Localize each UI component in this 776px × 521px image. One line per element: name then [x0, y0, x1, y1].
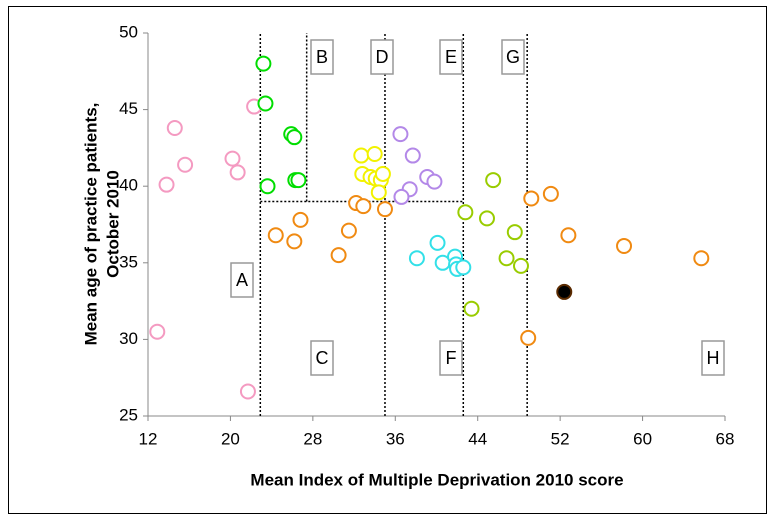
point [224, 150, 241, 167]
region-box [439, 39, 463, 75]
y-tick-label: 35 [119, 252, 138, 271]
frame [8, 6, 767, 514]
point [330, 247, 347, 264]
y-tick-label: 30 [119, 329, 138, 348]
point [355, 198, 372, 215]
point [166, 119, 183, 136]
x-tick-label: 36 [386, 429, 405, 448]
point [542, 185, 559, 202]
point [429, 234, 446, 251]
point [267, 227, 284, 244]
point [259, 178, 276, 195]
point [523, 190, 540, 207]
point [286, 233, 303, 250]
y-tick-label: 40 [119, 176, 138, 195]
point [257, 95, 274, 112]
x-tick-label: 20 [221, 429, 240, 448]
point [498, 250, 515, 267]
point [366, 146, 383, 163]
point [520, 329, 537, 346]
point [255, 55, 272, 72]
point [286, 129, 303, 146]
region-box [701, 340, 725, 376]
region-box [370, 39, 394, 75]
point [376, 201, 393, 218]
region-label: D [376, 47, 389, 67]
point [693, 250, 710, 267]
y-tick-label: 25 [119, 405, 138, 424]
point [393, 188, 410, 205]
x-tick-label: 44 [468, 429, 487, 448]
point [556, 283, 573, 300]
region-label: C [316, 348, 329, 368]
point [485, 172, 502, 189]
region-label: A [236, 270, 248, 290]
y-axis-title: Mean age of practice patients, [81, 103, 100, 346]
x-tick-label: 68 [716, 429, 735, 448]
point [370, 184, 387, 201]
point [426, 173, 443, 190]
point [463, 300, 480, 317]
region-label: B [316, 47, 328, 67]
point [340, 222, 357, 239]
point [512, 257, 529, 274]
point [478, 210, 495, 227]
point [149, 323, 166, 340]
region-box [230, 262, 254, 298]
point [560, 227, 577, 244]
point [408, 250, 425, 267]
y-axis-title: October 2010 [103, 170, 122, 278]
point [616, 237, 633, 254]
x-tick-label: 28 [303, 429, 322, 448]
point [239, 383, 256, 400]
x-axis-title: Mean Index of Multiple Deprivation 2010 … [250, 470, 623, 489]
point [290, 172, 307, 189]
point [457, 204, 474, 221]
x-tick-label: 52 [551, 429, 570, 448]
point [229, 164, 246, 181]
region-box [501, 39, 525, 75]
point [455, 259, 472, 276]
region-box [310, 340, 334, 376]
point [158, 176, 175, 193]
point [292, 211, 309, 228]
x-tick-label: 60 [633, 429, 652, 448]
point [353, 147, 370, 164]
point [177, 156, 194, 173]
point [392, 126, 409, 143]
region-label: E [445, 47, 457, 67]
point [404, 147, 421, 164]
y-tick-label: 50 [119, 22, 138, 41]
region-label: G [506, 47, 520, 67]
region-label: F [446, 348, 457, 368]
x-tick-label: 12 [139, 429, 158, 448]
region-box [310, 39, 334, 75]
point [506, 224, 523, 241]
point [374, 165, 391, 182]
region-box [439, 340, 463, 376]
y-tick-label: 45 [119, 99, 138, 118]
region-label: H [707, 348, 720, 368]
